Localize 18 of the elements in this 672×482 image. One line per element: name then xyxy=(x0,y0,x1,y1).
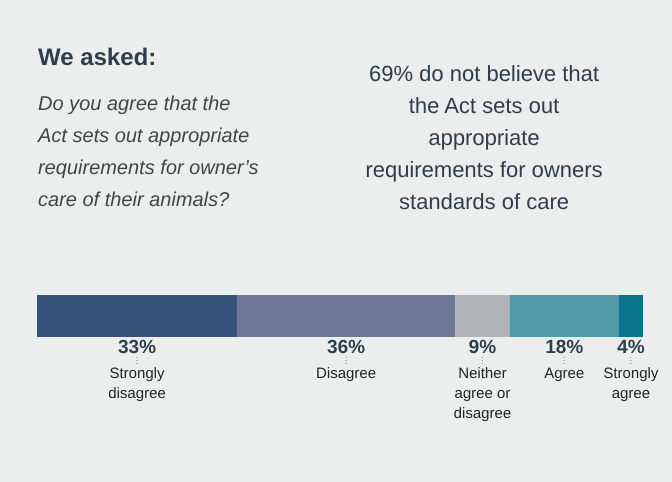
chart-subtitle: Do you agree that the Act sets out appropriate requirements for owner’s care of their animals? xyxy=(37,93,258,211)
text: Strongly agree xyxy=(603,365,659,402)
bar xyxy=(37,295,237,337)
data-label: 9% xyxy=(468,337,496,358)
bar xyxy=(510,295,619,337)
series-label: Disagree xyxy=(316,365,376,382)
series-label: Agree xyxy=(544,365,584,382)
chart-title: We asked: xyxy=(38,44,156,71)
text: 69% do not believe that the Act sets out appropriate requirements for owners standards of care xyxy=(365,61,603,214)
series-label: Strongly disagree xyxy=(108,365,166,402)
data-label: 18% xyxy=(545,337,584,358)
data-label: 33% xyxy=(118,337,156,358)
data-label: 4% xyxy=(617,337,645,358)
series-label: Neither agree or disagree xyxy=(454,365,512,422)
bar xyxy=(618,295,643,337)
bar xyxy=(455,295,510,337)
data-label: 36% xyxy=(327,337,366,358)
bar xyxy=(236,295,456,337)
